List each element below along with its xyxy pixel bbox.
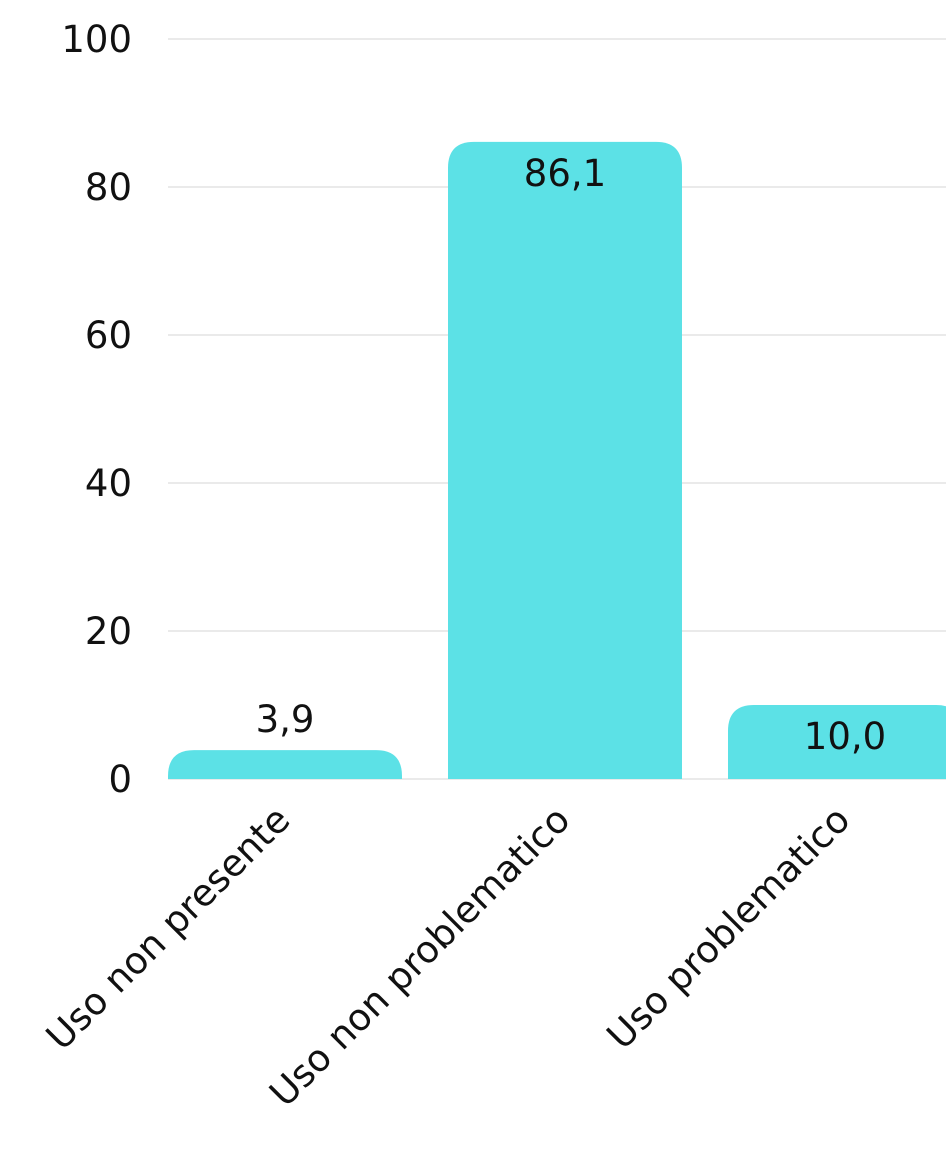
y-tick-label-40: 40 xyxy=(85,462,132,505)
data-labels: 3,9 86,1 10,0 xyxy=(256,152,887,758)
x-category-label-2: Uso problematico xyxy=(599,798,859,1058)
x-category-label-1: Uso non problematico xyxy=(261,798,578,1115)
data-label-1: 86,1 xyxy=(524,152,606,195)
x-category-label-0: Uso non presente xyxy=(38,798,299,1059)
y-tick-label-20: 20 xyxy=(85,610,132,653)
y-tick-label-80: 80 xyxy=(85,166,132,209)
bar-0 xyxy=(168,750,402,779)
y-tick-label-0: 0 xyxy=(108,758,132,801)
y-axis-ticks: 0 20 40 60 80 100 xyxy=(61,18,132,801)
data-label-2: 10,0 xyxy=(804,715,886,758)
y-tick-label-100: 100 xyxy=(61,18,132,61)
bar-2 xyxy=(728,705,946,779)
data-label-0: 3,9 xyxy=(256,698,315,741)
bar-1 xyxy=(448,141,682,780)
y-tick-label-60: 60 xyxy=(85,314,132,357)
bars xyxy=(168,141,946,780)
